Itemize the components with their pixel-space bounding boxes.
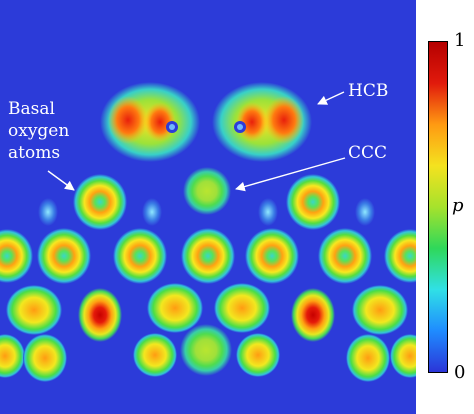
density-map-svg <box>0 82 416 382</box>
colorbar-max-label: 1 <box>454 30 466 51</box>
ccc-label: CCC <box>348 143 388 163</box>
basal-label-line2: oxygen <box>8 121 70 141</box>
density-map: HCB CCC Basal oxygen atoms <box>0 0 416 414</box>
basal-label-line1: Basal <box>8 99 55 119</box>
colorbar-variable-label: p <box>452 195 464 216</box>
basal-label-line3: atoms <box>8 143 61 163</box>
colorbar <box>428 41 448 373</box>
hcb-molecule-left <box>100 82 200 162</box>
hcb-label: HCB <box>348 81 389 101</box>
ccc-arrow <box>235 157 346 192</box>
basal-arrow <box>47 170 75 191</box>
ccc-blob <box>183 167 231 215</box>
hcb-arrow <box>317 91 345 105</box>
colorbar-min-label: 0 <box>454 362 466 383</box>
hcb-molecule-right <box>212 82 312 162</box>
